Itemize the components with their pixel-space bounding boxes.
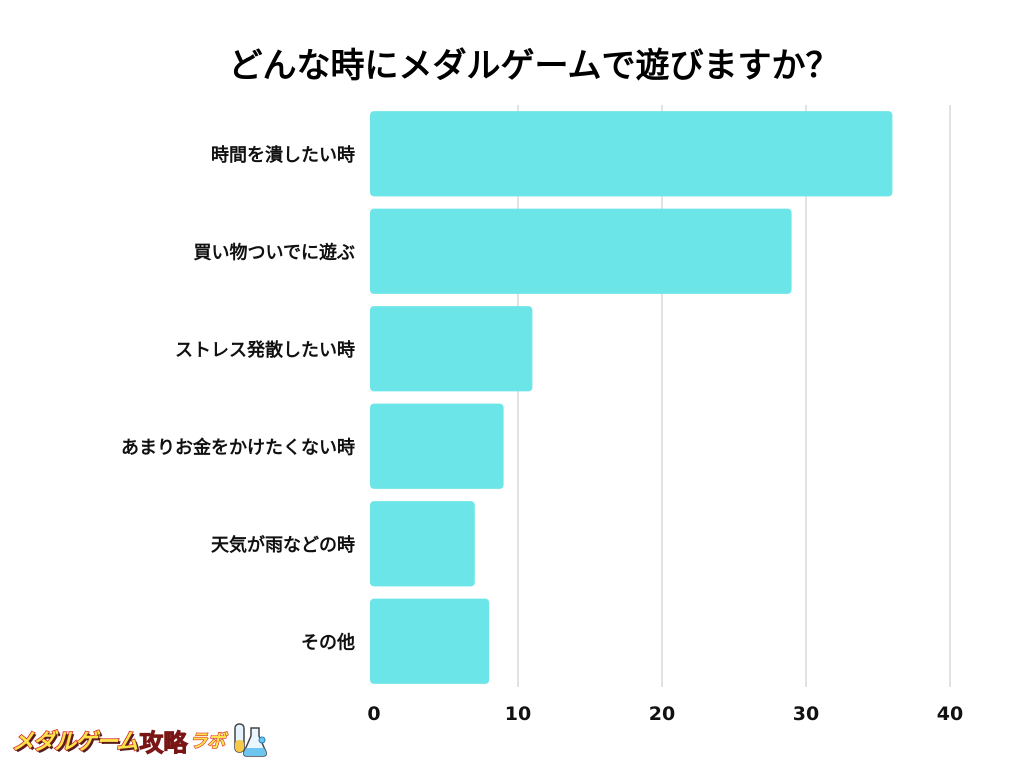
x-tick-labels: 0 10 20 30 40 xyxy=(367,703,963,725)
category-label: ストレス発散したい時 xyxy=(175,339,355,361)
x-tick-label: 10 xyxy=(505,703,531,725)
x-tick-label: 30 xyxy=(793,703,819,725)
x-tick-label: 40 xyxy=(937,703,963,725)
category-label: その他 xyxy=(301,631,355,653)
bar xyxy=(370,598,490,684)
category-labels: 時間を潰したい時買い物ついでに遊ぶストレス発散したい時あまりお金をかけたくない時… xyxy=(121,144,355,654)
bar xyxy=(370,501,475,587)
category-label: 天気が雨などの時 xyxy=(211,534,355,556)
chart-title: どんな時にメダルゲームで遊びますか？ xyxy=(228,46,840,86)
bar xyxy=(370,111,893,197)
bar xyxy=(370,208,792,294)
logo-text-accent: 攻略 xyxy=(139,728,188,757)
logo-text-main: メダルゲーム xyxy=(11,729,139,756)
x-tick-label: 0 xyxy=(367,703,380,725)
brand-logo: メダルゲーム 攻略 ラボ xyxy=(11,718,269,762)
x-tick-label: 20 xyxy=(649,703,675,725)
category-label: 時間を潰したい時 xyxy=(211,144,355,166)
logo-text-small: ラボ xyxy=(189,730,226,752)
category-label: 買い物ついでに遊ぶ xyxy=(194,241,355,263)
bars xyxy=(370,111,893,684)
category-label: あまりお金をかけたくない時 xyxy=(121,436,355,458)
grid-lines xyxy=(517,105,951,687)
bar xyxy=(370,306,533,392)
flask-icon xyxy=(234,723,268,757)
bar xyxy=(370,403,504,489)
